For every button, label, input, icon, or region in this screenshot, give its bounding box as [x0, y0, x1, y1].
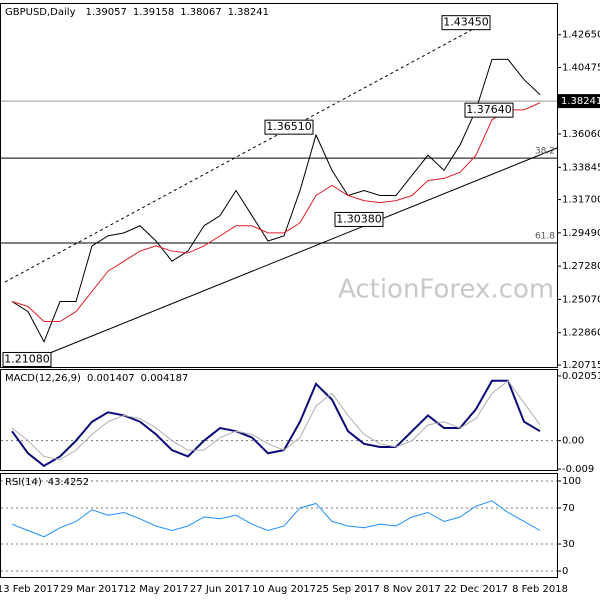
- x-tick-label: 25 Sep 2017: [316, 584, 379, 595]
- series-line: [11, 102, 541, 323]
- y-tick-label: -0.009: [562, 464, 594, 475]
- fib-label: 61.8: [535, 231, 555, 241]
- upper-channel: [4, 19, 491, 283]
- y-tick-label: 1.36060: [562, 129, 600, 140]
- x-tick-label: 22 Dec 2017: [444, 584, 508, 595]
- header-value: 43.4252: [48, 477, 89, 488]
- series-line: [11, 380, 541, 461]
- x-tick-label: 10 Aug 2017: [252, 584, 316, 595]
- last-price-label: 1.38241: [561, 96, 600, 107]
- x-tick-label: 8 Nov 2017: [383, 584, 441, 595]
- lower-channel: [39, 147, 558, 358]
- rsi-panel: [0, 473, 558, 578]
- annotation-label: 1.21080: [4, 352, 50, 365]
- header-value: 1.38067: [180, 7, 221, 18]
- fib-label: 38.2: [535, 147, 555, 157]
- x-tick-label: 12 May 2017: [123, 584, 188, 595]
- y-tick-label: 1.22860: [562, 328, 600, 339]
- header-value: 1.39158: [133, 7, 174, 18]
- y-tick-label: 0.00: [562, 436, 584, 447]
- panel-header: MACD(12,26,9) 0.001407 0.004187: [5, 373, 188, 384]
- panel-header: GBPUSD,Daily 1.39057 1.39158 1.38067 1.38241: [5, 7, 269, 18]
- series-line: [11, 379, 541, 468]
- y-tick-label: 1.20715: [562, 360, 600, 371]
- annotation-label: 1.36510: [266, 120, 312, 133]
- y-tick-label: 1.40475: [562, 62, 600, 73]
- y-tick-label: 1.29490: [562, 228, 600, 239]
- panel-title: GBPUSD,Daily: [5, 7, 76, 18]
- last-price-box: [558, 94, 600, 109]
- panel-header: RSI(14) 43.4252: [5, 477, 89, 488]
- x-tick-label: 29 Mar 2017: [60, 584, 123, 595]
- x-tick-label: 13 Feb 2017: [0, 584, 59, 595]
- y-tick-label: 1.33845: [562, 162, 600, 173]
- annotation-box: [441, 15, 491, 31]
- y-tick-label: 1.25070: [562, 294, 600, 305]
- header-value: 1.38241: [228, 7, 269, 18]
- watermark: ActionForex.com: [338, 275, 554, 305]
- panel-title: MACD(12,26,9): [5, 373, 81, 384]
- y-tick-label: 0: [562, 566, 568, 577]
- annotation-box: [464, 102, 514, 118]
- series-line: [11, 500, 541, 538]
- y-tick-label: 70: [562, 503, 575, 514]
- header-value: 1.39057: [86, 7, 127, 18]
- y-tick-label: 1.27280: [562, 261, 600, 272]
- series-line: [11, 58, 541, 343]
- y-tick-label: 30: [562, 539, 575, 550]
- x-tick-label: 8 Feb 2018: [512, 584, 568, 595]
- annotation-box: [2, 351, 52, 367]
- panel-title: RSI(14): [5, 477, 42, 488]
- annotation-box: [264, 119, 314, 135]
- y-tick-label: 1.31700: [562, 195, 600, 206]
- y-tick-label: 0.02051: [562, 371, 600, 382]
- annotation-label: 1.37640: [466, 103, 512, 116]
- y-tick-label: 100: [562, 476, 581, 487]
- annotation-label: 1.30380: [336, 212, 382, 225]
- annotation-label: 1.43450: [443, 16, 489, 29]
- price-panel: [0, 3, 558, 368]
- header-value: 0.004187: [141, 373, 189, 384]
- annotation-box: [334, 211, 384, 227]
- y-tick-label: 1.42650: [562, 30, 600, 41]
- x-tick-label: 27 Jun 2017: [190, 584, 250, 595]
- header-value: 0.001407: [87, 373, 135, 384]
